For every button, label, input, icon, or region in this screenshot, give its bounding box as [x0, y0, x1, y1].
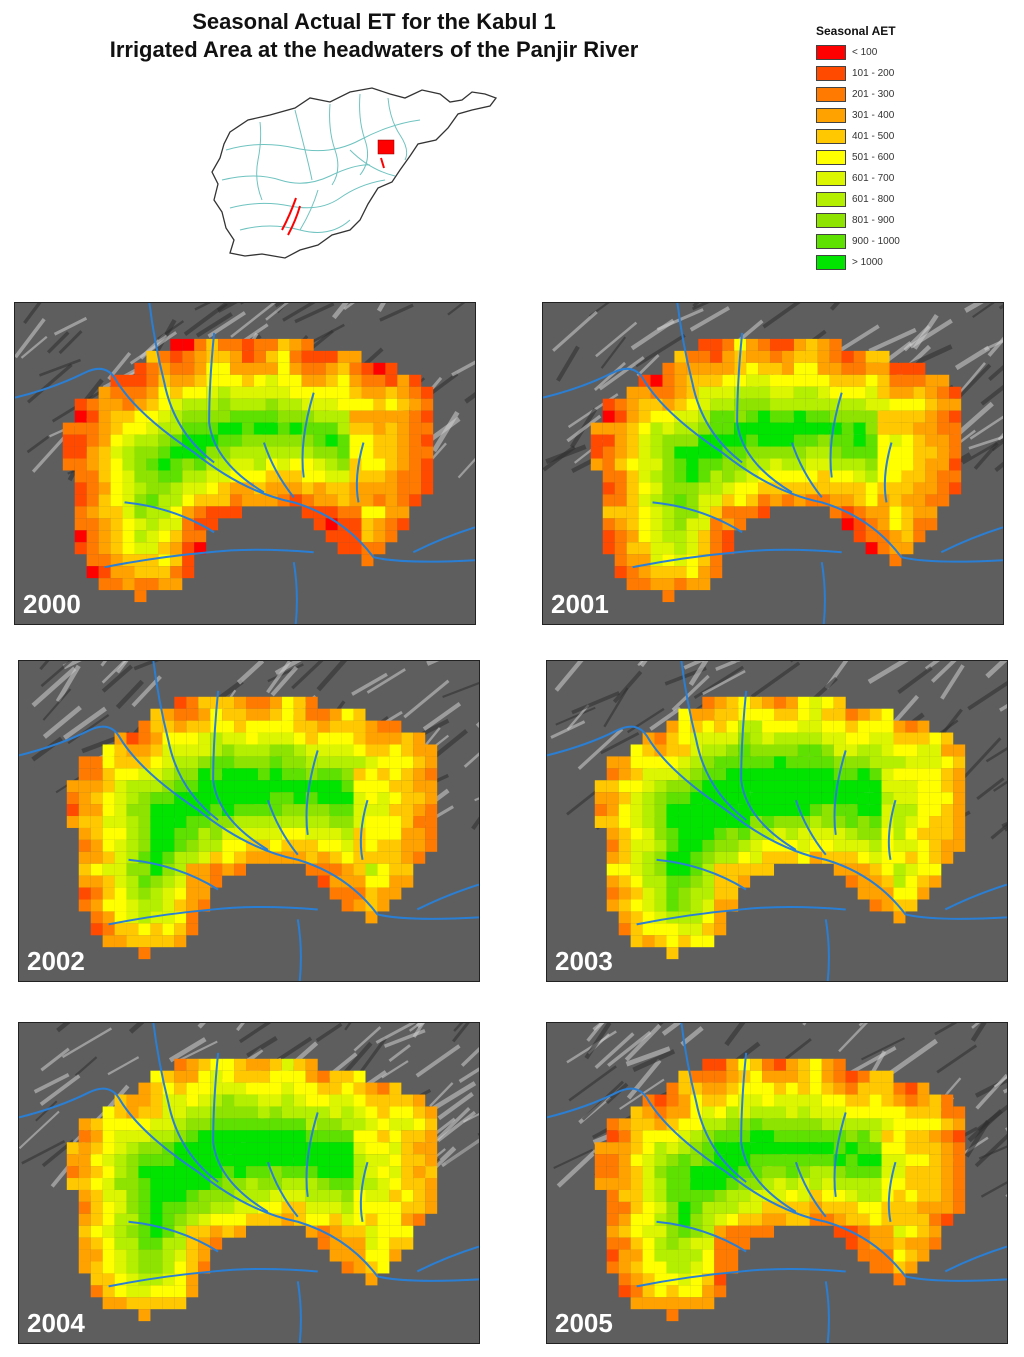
- rivers: [547, 661, 1007, 981]
- legend-swatch: [816, 150, 846, 165]
- panel-year-label: 2000: [23, 589, 81, 619]
- panel-year-label: 2002: [27, 946, 85, 976]
- legend-item: 101 - 200: [816, 63, 966, 84]
- country-outline: [211, 87, 498, 259]
- et-map-panel: 2005: [546, 1022, 1008, 1344]
- et-map-panel: 2001: [542, 302, 1004, 625]
- rivers: [19, 661, 479, 981]
- panel-year-label: 2003: [555, 946, 613, 976]
- legend-item: 301 - 400: [816, 105, 966, 126]
- locator-map-svg: [211, 87, 498, 259]
- legend-label: 401 - 500: [852, 131, 895, 142]
- et-map-svg: [15, 303, 475, 624]
- legend-swatch: [816, 45, 846, 60]
- et-map-panel: 2003: [546, 660, 1008, 982]
- legend-item: 601 - 700: [816, 168, 966, 189]
- legend-title: Seasonal AET: [816, 24, 896, 38]
- rivers: [543, 303, 1003, 624]
- rivers: [547, 1023, 1007, 1343]
- legend-label: 900 - 1000: [852, 236, 900, 247]
- legend-label: 301 - 400: [852, 110, 895, 121]
- afghanistan-locator-map: [200, 80, 505, 265]
- et-map-svg: [19, 1023, 479, 1343]
- legend-label: 801 - 900: [852, 215, 895, 226]
- panel-year-label: 2001: [551, 589, 609, 619]
- legend-swatch: [816, 87, 846, 102]
- panel-year-label: 2005: [555, 1308, 613, 1338]
- legend-swatch: [816, 213, 846, 228]
- legend-item: 601 - 800: [816, 189, 966, 210]
- et-map-svg: [547, 661, 1007, 981]
- map-title-line1: Seasonal Actual ET for the Kabul 1: [192, 9, 556, 34]
- et-map-panel: 2000: [14, 302, 476, 625]
- legend-item: > 1000: [816, 252, 966, 273]
- legend-label: > 1000: [852, 257, 883, 268]
- legend-label: 101 - 200: [852, 68, 895, 79]
- legend-swatch: [816, 129, 846, 144]
- locator-rivers: [221, 93, 421, 233]
- et-map-panel: 2002: [18, 660, 480, 982]
- legend-item: 801 - 900: [816, 210, 966, 231]
- et-map-svg: [543, 303, 1003, 624]
- legend-label: 601 - 700: [852, 173, 895, 184]
- legend-swatch: [816, 255, 846, 270]
- legend-label: 201 - 300: [852, 89, 895, 100]
- rivers: [15, 303, 475, 624]
- irrigated-area-marks: [281, 157, 385, 236]
- panel-year-label: 2004: [27, 1308, 85, 1338]
- legend-swatch: [816, 171, 846, 186]
- et-raster: [66, 696, 438, 960]
- rivers: [19, 1023, 479, 1343]
- map-title-line2: Irrigated Area at the headwaters of the …: [109, 37, 639, 62]
- study-area-highlight: [377, 139, 395, 155]
- legend-label: 601 - 800: [852, 194, 895, 205]
- legend-swatch: [816, 66, 846, 81]
- legend-swatch: [816, 192, 846, 207]
- legend-swatch: [816, 108, 846, 123]
- et-map-svg: [19, 661, 479, 981]
- et-raster: [66, 1058, 438, 1322]
- map-legend: Seasonal AET < 100 101 - 200 201 - 300 301 …: [816, 24, 966, 273]
- legend-item: 900 - 1000: [816, 231, 966, 252]
- map-title: Seasonal Actual ET for the Kabul 1 Irrig…: [40, 8, 708, 64]
- legend-rows: < 100 101 - 200 201 - 300 301 - 400 401 - 50…: [816, 42, 966, 273]
- legend-item: < 100: [816, 42, 966, 63]
- et-raster: [594, 696, 966, 960]
- et-map-panel: 2004: [18, 1022, 480, 1344]
- legend-item: 201 - 300: [816, 84, 966, 105]
- legend-label: < 100: [852, 47, 878, 58]
- legend-swatch: [816, 234, 846, 249]
- legend-item: 401 - 500: [816, 126, 966, 147]
- legend-label: 501 - 600: [852, 152, 895, 163]
- et-map-svg: [547, 1023, 1007, 1343]
- legend-item: 501 - 600: [816, 147, 966, 168]
